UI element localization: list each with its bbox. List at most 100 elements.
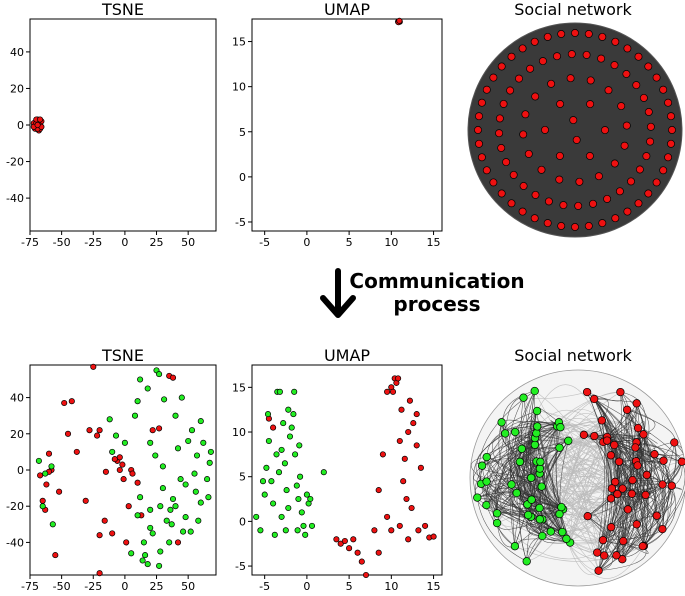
- tsne-after-title: TSNE: [101, 346, 144, 365]
- umap_after-red-point: [346, 546, 351, 551]
- tsne_after-xtick-label: -50: [53, 580, 71, 592]
- umap_after-red-point: [390, 389, 395, 394]
- umap_after-red-point: [406, 429, 411, 434]
- network-before-node: [585, 30, 592, 37]
- umap_after-green-point: [260, 479, 265, 484]
- network-before-node: [520, 182, 527, 189]
- tsne_after-frame: [30, 365, 216, 575]
- umap_after-ytick-label: 10: [232, 426, 246, 439]
- tsne_after-green-point: [201, 440, 206, 445]
- network-before-node: [624, 208, 631, 215]
- network-after-node-green: [565, 437, 573, 445]
- umap_after-red-point: [406, 537, 411, 542]
- umap_after-red-point: [401, 479, 406, 484]
- network-before-node: [611, 62, 618, 69]
- umap_after-green-point: [292, 452, 297, 457]
- network-after-node-red: [599, 536, 607, 544]
- tsne_after-red-point: [91, 364, 96, 369]
- umap_after-green-point: [284, 487, 289, 492]
- tsne_after-green-point: [137, 495, 142, 500]
- network-before-node: [643, 153, 650, 160]
- tsne_after-green-point: [192, 471, 197, 476]
- umap_after-green-point: [287, 434, 292, 439]
- network-before-node: [532, 191, 539, 198]
- network-before-node: [508, 200, 515, 207]
- network-after-node-green: [531, 387, 539, 395]
- network-before-node: [653, 74, 660, 81]
- network-after-node-red: [643, 471, 651, 479]
- umap_after-red-point: [363, 572, 368, 577]
- network-before-node: [601, 127, 608, 134]
- network-before-node: [532, 93, 539, 100]
- network-before-node: [538, 166, 545, 173]
- network-before-node: [635, 200, 642, 207]
- tsne_after-green-point: [169, 522, 174, 527]
- network-after-node-red: [600, 552, 608, 560]
- network-before-node: [503, 159, 510, 166]
- umap_after-green-point: [265, 411, 270, 416]
- network-after-node-red: [617, 388, 625, 396]
- tsne_after-red-point: [74, 449, 79, 454]
- network-before-node: [507, 87, 514, 94]
- tsne_after-green-point: [141, 540, 146, 545]
- umap_after-green-point: [296, 496, 301, 501]
- network-before-node: [556, 176, 563, 183]
- network-before-node: [587, 101, 594, 108]
- network-before-node: [667, 140, 674, 147]
- tsne_after-green-point: [183, 482, 188, 487]
- tsne_after-green-point: [142, 552, 147, 557]
- umap_after-green-point: [303, 532, 308, 537]
- tsne_after-green-point: [208, 449, 213, 454]
- network-before-node: [541, 126, 548, 133]
- umap_after-red-point: [397, 523, 402, 528]
- network-before-node: [522, 111, 529, 118]
- network-after: Social network: [470, 346, 685, 586]
- network-after-node-red: [607, 495, 615, 503]
- network-before-node: [475, 140, 482, 147]
- network-before-node: [621, 142, 628, 149]
- tsne_after-green-point: [148, 440, 153, 445]
- network-after-title: Social network: [514, 346, 632, 365]
- umap_after-green-point: [281, 420, 286, 425]
- network-before-node: [598, 55, 605, 62]
- network-before-node: [544, 33, 551, 40]
- umap_after-red-point: [384, 514, 389, 519]
- tsne_after-green-point: [140, 558, 145, 563]
- tsne_after-green-point: [148, 525, 153, 530]
- umap_after-red-point: [397, 438, 402, 443]
- network-before-title: Social network: [514, 0, 632, 19]
- network-before-node: [623, 70, 630, 77]
- network-before-node: [668, 126, 675, 133]
- network-before-node: [612, 215, 619, 222]
- umap_after-red-point: [402, 456, 407, 461]
- umap_after-red-point: [334, 537, 339, 542]
- network-before-node: [586, 152, 593, 159]
- tsne_after-green-point: [186, 438, 191, 443]
- network-before-node: [498, 190, 505, 197]
- network-after-node-red: [640, 431, 648, 439]
- tsne_after-green-point: [168, 507, 173, 512]
- network-after-node-red: [603, 437, 611, 445]
- umap_before-ytick-label: 10: [232, 81, 246, 94]
- tsne_after-red-point: [53, 552, 58, 557]
- tsne_after-xtick-label: -25: [84, 580, 102, 592]
- network-before-node: [665, 99, 672, 106]
- tsne_after-green-point: [206, 495, 211, 500]
- tsne_before-ytick-label: 40: [10, 46, 24, 59]
- network-after-node-red: [629, 476, 637, 484]
- network-after-node-green: [493, 519, 501, 527]
- umap_after-red-point: [431, 534, 436, 539]
- umap_before-red-point: [397, 18, 402, 23]
- umap_after-xtick-label: -5: [259, 580, 270, 592]
- tsne_after-green-point: [36, 458, 41, 463]
- network-after-node-red: [591, 432, 599, 440]
- umap_after-green-point: [279, 447, 284, 452]
- tsne_after-green-point: [113, 433, 118, 438]
- tsne_after-green-point: [204, 476, 209, 481]
- network-before-node: [583, 51, 590, 58]
- tsne_after-green-point: [180, 529, 185, 534]
- umap_after-red-point: [342, 538, 347, 543]
- tsne_after-green-point: [145, 386, 150, 391]
- network-before-node: [623, 122, 630, 129]
